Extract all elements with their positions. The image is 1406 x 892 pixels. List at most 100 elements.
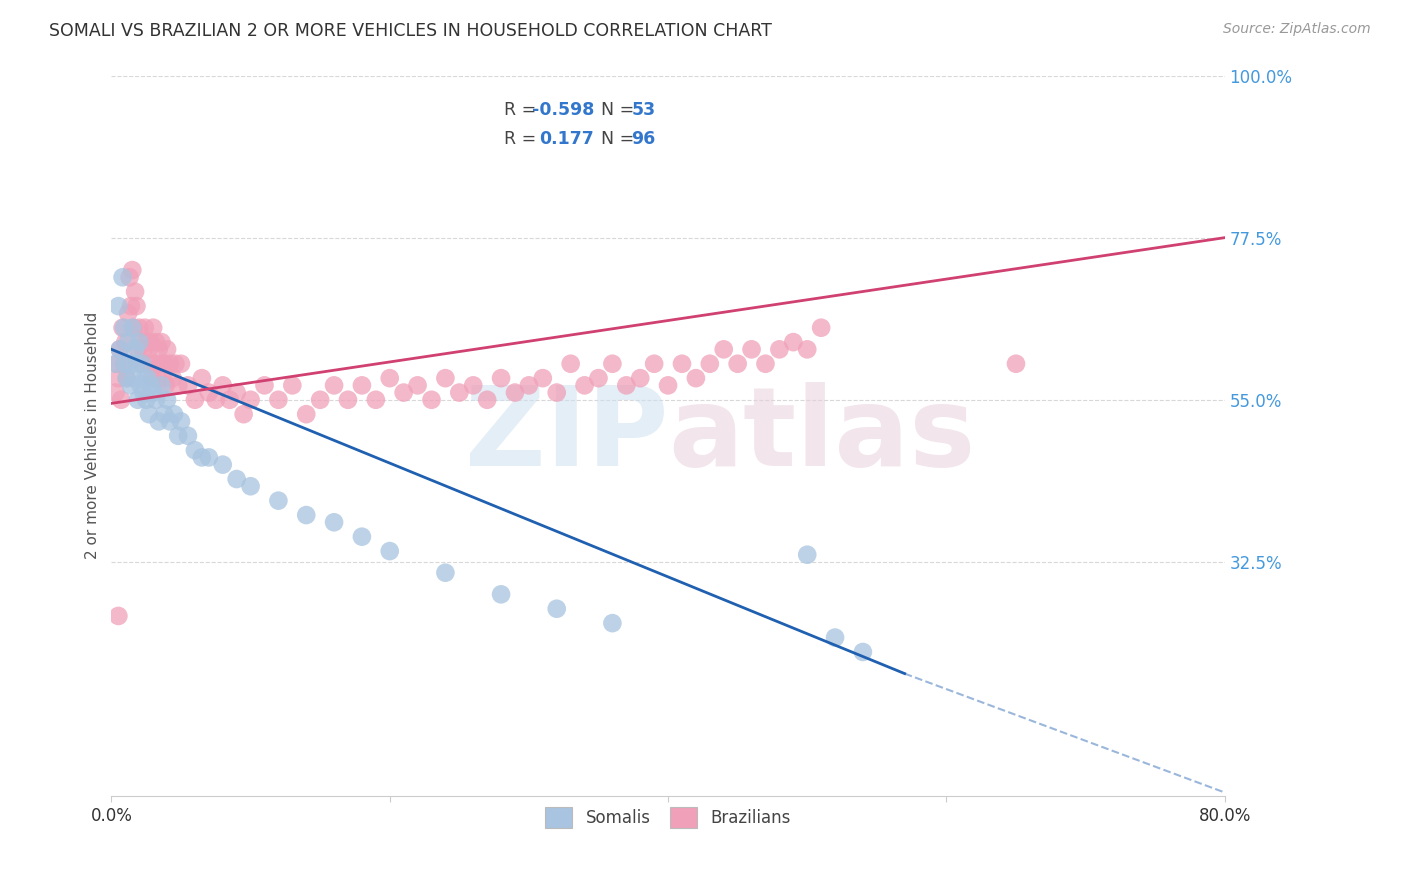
Point (239, 479, 262, 493)
Point (153, 407, 176, 421)
Point (392, 385, 415, 400)
Point (112, 320, 135, 334)
Point (796, 343, 818, 357)
Point (108, 343, 131, 357)
Point (153, 357, 176, 371)
Point (111, 320, 134, 334)
Point (531, 371, 554, 385)
Legend: Somalis, Brazilians: Somalis, Brazilians (538, 800, 797, 835)
Point (129, 378, 152, 392)
Point (148, 414, 170, 428)
Point (449, 385, 471, 400)
Point (145, 392, 167, 407)
Point (434, 566, 457, 580)
Point (155, 378, 177, 392)
Point (574, 378, 596, 392)
Point (588, 371, 610, 385)
Point (170, 357, 193, 371)
Point (170, 414, 193, 428)
Point (122, 320, 145, 334)
Point (131, 357, 153, 371)
Point (225, 472, 247, 486)
Text: -0.598: -0.598 (533, 101, 595, 120)
Point (1005, 357, 1028, 371)
Point (162, 371, 184, 385)
Point (111, 270, 134, 285)
Point (167, 429, 190, 443)
Point (112, 357, 135, 371)
Point (110, 392, 132, 407)
Point (378, 544, 401, 558)
Point (796, 548, 818, 562)
Point (350, 530, 373, 544)
Point (309, 392, 332, 407)
Point (281, 378, 304, 392)
Text: Source: ZipAtlas.com: Source: ZipAtlas.com (1223, 22, 1371, 37)
Point (146, 371, 169, 385)
Point (165, 357, 187, 371)
Point (211, 378, 233, 392)
Point (463, 378, 485, 392)
Point (120, 299, 142, 313)
Point (138, 407, 160, 421)
Point (406, 378, 429, 392)
Point (124, 285, 146, 299)
Point (225, 385, 247, 400)
Point (108, 343, 131, 357)
Point (198, 385, 221, 400)
Point (132, 343, 155, 357)
Point (378, 371, 401, 385)
Point (125, 299, 148, 313)
Point (132, 385, 155, 400)
Point (267, 392, 290, 407)
Point (105, 357, 128, 371)
Point (159, 414, 181, 428)
Point (253, 378, 276, 392)
Point (211, 458, 233, 472)
Point (475, 392, 498, 407)
Point (657, 378, 679, 392)
Point (420, 392, 443, 407)
Point (434, 371, 457, 385)
Point (163, 407, 186, 421)
Point (135, 392, 157, 407)
Point (204, 392, 226, 407)
Point (727, 357, 749, 371)
Point (267, 493, 290, 508)
Point (337, 392, 360, 407)
Point (143, 357, 166, 371)
Point (159, 357, 181, 371)
Point (295, 508, 318, 522)
Point (107, 609, 129, 624)
Point (114, 335, 136, 350)
Point (136, 357, 159, 371)
Text: 53: 53 (631, 101, 655, 120)
Point (139, 378, 162, 392)
Point (350, 378, 373, 392)
Point (115, 371, 138, 385)
Point (134, 320, 156, 334)
Point (115, 371, 138, 385)
Point (122, 371, 145, 385)
Point (685, 371, 707, 385)
Point (114, 357, 136, 371)
Point (614, 378, 637, 392)
Point (139, 335, 162, 350)
Point (741, 343, 763, 357)
Point (177, 378, 200, 392)
Point (560, 357, 582, 371)
Text: R =: R = (505, 101, 543, 120)
Point (128, 320, 150, 334)
Text: N =: N = (591, 130, 640, 148)
Point (104, 357, 127, 371)
Text: atlas: atlas (668, 383, 976, 490)
Point (141, 371, 163, 385)
Point (503, 385, 526, 400)
Point (517, 378, 540, 392)
Point (810, 320, 832, 334)
Point (107, 371, 129, 385)
Point (121, 263, 143, 277)
Point (149, 357, 172, 371)
Point (295, 407, 318, 421)
Point (602, 357, 624, 371)
